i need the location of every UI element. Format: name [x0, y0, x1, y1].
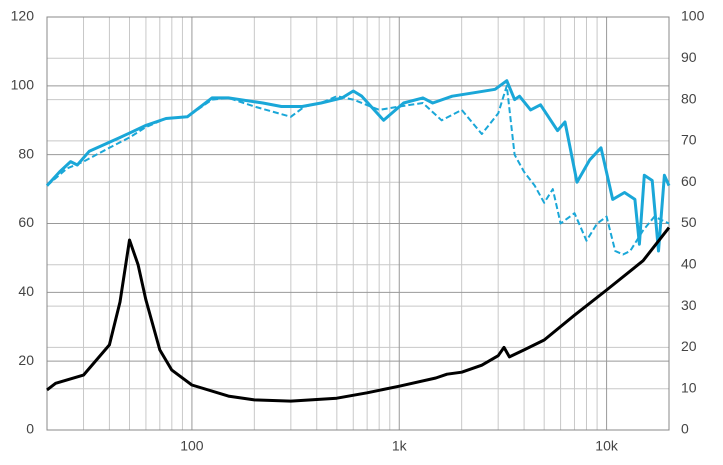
y-tick-label: 100 — [11, 77, 35, 93]
y-tick-label: 40 — [18, 283, 34, 299]
y2-tick-label: 30 — [681, 297, 697, 313]
y2-tick-label: 50 — [681, 214, 697, 230]
line — [45, 79, 671, 253]
y2-tick-label: 80 — [681, 90, 697, 106]
line — [46, 226, 671, 403]
x-tick-label: 10k — [595, 438, 619, 454]
y2-tick-label: 0 — [681, 421, 689, 437]
y-tick-label: 20 — [18, 352, 34, 368]
y-tick-label: 0 — [26, 421, 34, 437]
y-tick-label: 80 — [18, 145, 34, 161]
x-tick-label: 1k — [392, 438, 408, 454]
y-tick-label: 60 — [18, 214, 34, 230]
y2-tick-label: 60 — [681, 173, 697, 189]
y2-tick-label: 20 — [681, 338, 697, 354]
y2-tick-label: 10 — [681, 379, 697, 395]
y2-tick-label: 40 — [681, 256, 697, 272]
x-tick-label: 100 — [180, 438, 204, 454]
y2-tick-label: 70 — [681, 132, 697, 148]
y2-tick-label: 90 — [681, 49, 697, 65]
y-tick-label: 120 — [11, 8, 35, 24]
y2-tick-label: 100 — [681, 8, 705, 24]
